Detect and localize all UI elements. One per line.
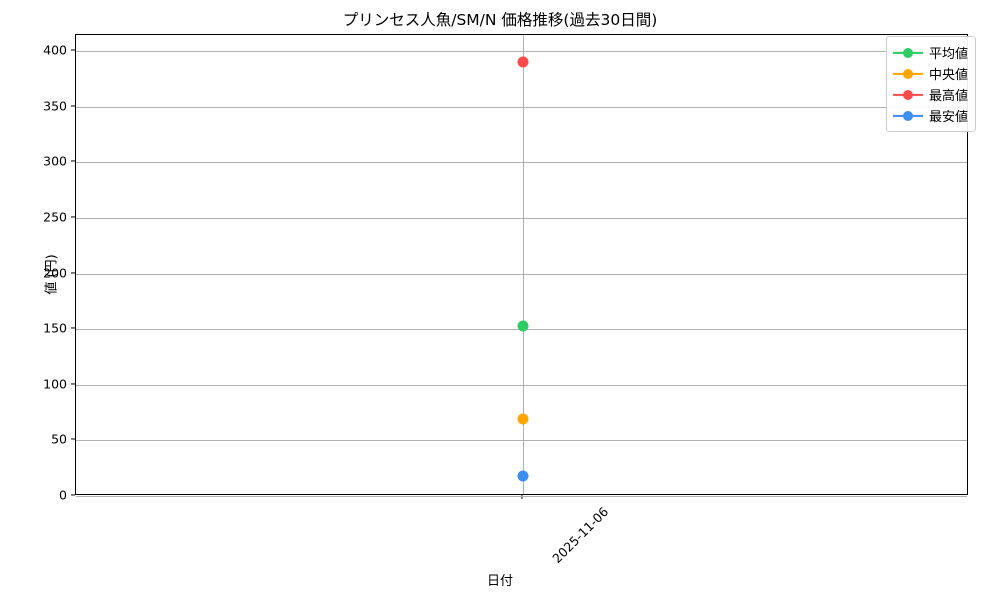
x-axis-label: 日付: [486, 574, 513, 589]
y-tick-mark: [71, 438, 75, 440]
x-tick-mark: [521, 495, 523, 499]
gridline-horizontal: [76, 273, 967, 275]
legend-item[interactable]: 最高値: [893, 84, 968, 105]
data-point-marker: [517, 56, 529, 68]
y-tick-label: 250: [43, 209, 67, 225]
y-tick-label: 0: [59, 487, 67, 503]
chart-legend[interactable]: 平均値中央値最高値最安値: [886, 36, 977, 132]
gridline-horizontal: [76, 384, 967, 386]
legend-label: 平均値: [929, 47, 969, 62]
y-tick-mark: [71, 105, 75, 107]
gridline-horizontal: [76, 51, 967, 52]
plot-area: [75, 34, 968, 497]
y-tick-label: 50: [51, 431, 67, 447]
y-tick-mark: [71, 327, 75, 329]
y-tick-mark: [71, 383, 75, 385]
y-tick-label: 100: [43, 376, 67, 392]
legend-label: 最高値: [929, 89, 969, 104]
gridline-horizontal: [76, 440, 967, 442]
y-tick-label: 200: [43, 265, 67, 280]
gridline-vertical: [523, 35, 524, 494]
legend-swatch-icon: [893, 68, 923, 80]
y-tick-label: 300: [43, 153, 67, 169]
x-tick-label: 2025-11-06: [549, 504, 612, 566]
data-point-marker: [517, 320, 529, 332]
gridline-horizontal: [76, 162, 967, 164]
y-tick-mark: [71, 49, 75, 51]
legend-swatch-icon: [893, 89, 923, 101]
legend-swatch-icon: [893, 110, 923, 122]
gridline-horizontal: [76, 217, 967, 219]
legend-item[interactable]: 中央値: [893, 63, 968, 84]
y-tick-mark: [71, 494, 75, 496]
data-point-marker: [517, 413, 529, 425]
y-tick-label: 400: [43, 42, 67, 58]
legend-label: 最安値: [929, 110, 969, 125]
y-tick-label: 350: [43, 98, 67, 114]
data-point-marker: [517, 470, 529, 482]
y-tick-mark: [71, 216, 75, 218]
legend-item[interactable]: 最安値: [893, 105, 968, 126]
y-tick-mark: [71, 271, 75, 274]
y-tick-mark: [71, 160, 75, 162]
legend-item[interactable]: 平均値: [893, 42, 968, 63]
y-tick-label: 150: [43, 320, 67, 336]
gridline-horizontal: [76, 496, 967, 497]
legend-label: 中央値: [929, 68, 969, 83]
gridline-horizontal: [76, 106, 967, 108]
chart-title: プリンセス人魚/SM/N 価格推移(過去30日間): [342, 11, 658, 29]
legend-swatch-icon: [893, 47, 923, 59]
